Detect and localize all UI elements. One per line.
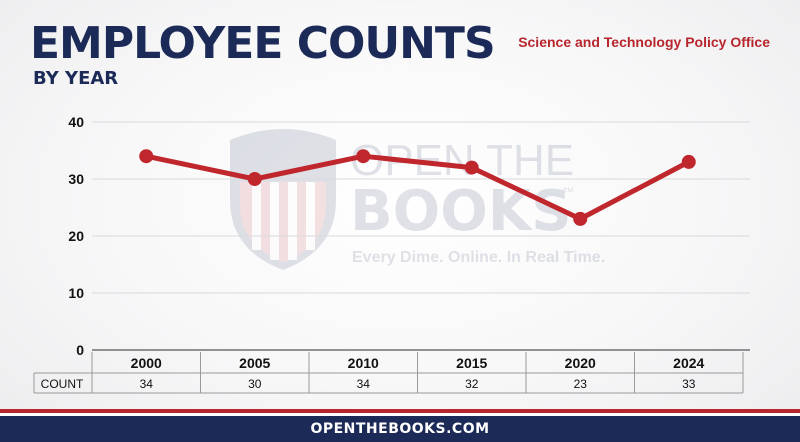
y-tick-label: 0 (76, 342, 84, 358)
agency-name: Science and Technology Policy Office (518, 34, 770, 50)
footer-website: OPENTHEBOOKS.COM (0, 416, 800, 442)
x-tick-label: 2020 (565, 355, 596, 371)
y-axis: 0 10 20 30 40 (68, 114, 84, 358)
footer-white-stripe (0, 413, 800, 416)
footer-red-stripe (0, 409, 800, 413)
y-tick-label: 20 (68, 228, 84, 244)
data-value-label: 33 (682, 377, 696, 391)
data-table: COUNT 2000 34 2005 30 2010 34 2015 32 2020 23 2024 3… (33, 352, 744, 394)
data-point (573, 211, 588, 226)
data-value-label: 30 (248, 377, 262, 391)
data-point (681, 154, 696, 169)
series-line (139, 149, 696, 226)
watermark-brand-line2: BOOKS (350, 179, 572, 244)
x-tick-label: 2010 (348, 355, 379, 371)
data-value-label: 34 (140, 377, 154, 391)
watermark-logo: OPEN THE BOOKS ™ Every Dime. Online. In … (230, 129, 605, 270)
chart-subtitle: BY YEAR (33, 68, 119, 89)
y-tick-label: 30 (68, 171, 84, 187)
watermark-trademark: ™ (562, 185, 574, 199)
data-value-label: 23 (574, 377, 588, 391)
x-tick-label: 2000 (131, 355, 162, 371)
x-tick-label: 2024 (673, 355, 704, 371)
data-value-label: 34 (357, 377, 371, 391)
data-point (356, 149, 371, 164)
data-point (464, 160, 479, 175)
y-tick-label: 10 (68, 285, 84, 301)
data-point (247, 172, 262, 186)
table-row-label: COUNT (41, 377, 84, 391)
data-value-label: 32 (465, 377, 479, 391)
chart-title: EMPLOYEE COUNTS (30, 18, 496, 69)
grid-lines (92, 121, 750, 351)
shield-icon (230, 129, 336, 270)
x-tick-label: 2005 (239, 355, 270, 371)
series-line-path (143, 153, 692, 222)
x-tick-label: 2015 (456, 355, 487, 371)
data-point (139, 149, 154, 164)
y-tick-label: 40 (68, 114, 84, 130)
watermark-tagline: Every Dime. Online. In Real Time. (352, 249, 605, 266)
